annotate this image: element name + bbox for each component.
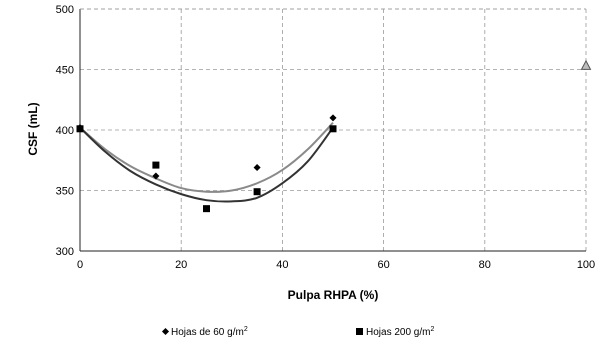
- legend-marker-diamond: [161, 327, 170, 336]
- legend-marker-square: [356, 328, 363, 335]
- x-tick-label: 20: [175, 259, 187, 271]
- y-tick-label: 350: [56, 186, 74, 198]
- legend-item-200: Hojas 200 g/m2: [356, 326, 434, 338]
- data-point-square: [152, 161, 160, 169]
- data-point-triangle: [580, 59, 592, 70]
- legend-label-60-text: Hojas de 60 g/m: [171, 327, 244, 338]
- x-tick-labels: 0 20 40 60 80 100: [77, 259, 595, 271]
- x-axis-title: Pulpa RHPA (%): [288, 288, 379, 302]
- trendlines: [79, 122, 334, 203]
- y-tick-labels: 300 350 400 450 500: [56, 4, 74, 258]
- x-tick-label: 0: [77, 259, 83, 271]
- data-point-diamond: [152, 172, 160, 180]
- x-tick-label: 80: [479, 259, 491, 271]
- x-tick-label: 60: [377, 259, 389, 271]
- trendline-series-1: [79, 126, 334, 203]
- legend-label-200-sup: 2: [430, 326, 434, 333]
- y-tick-label: 300: [56, 246, 74, 258]
- data-point-square: [329, 125, 337, 133]
- data-point-square: [203, 205, 210, 213]
- data-point-square: [253, 188, 261, 196]
- legend-label-60-sup: 2: [244, 326, 248, 333]
- legend-label-200-text: Hojas 200 g/m: [366, 327, 430, 338]
- x-tick-label: 40: [276, 259, 288, 271]
- data-point-square: [76, 125, 84, 133]
- data-points: [76, 59, 592, 213]
- data-point-diamond: [329, 114, 337, 122]
- legend-item-60: Hojas de 60 g/m2: [161, 326, 248, 338]
- y-tick-label: 400: [56, 125, 74, 137]
- y-tick-label: 450: [56, 65, 74, 77]
- x-tick-label: 100: [577, 259, 595, 271]
- data-point-diamond: [253, 163, 261, 172]
- legend-label-60: Hojas de 60 g/m2: [171, 326, 248, 338]
- y-axis-title: CSF (mL): [26, 102, 40, 155]
- trendline-series-0: [79, 122, 334, 193]
- legend-label-200: Hojas 200 g/m2: [366, 326, 434, 338]
- legend: Hojas de 60 g/m2 Hojas 200 g/m2: [161, 326, 434, 338]
- y-tick-label: 500: [56, 4, 74, 16]
